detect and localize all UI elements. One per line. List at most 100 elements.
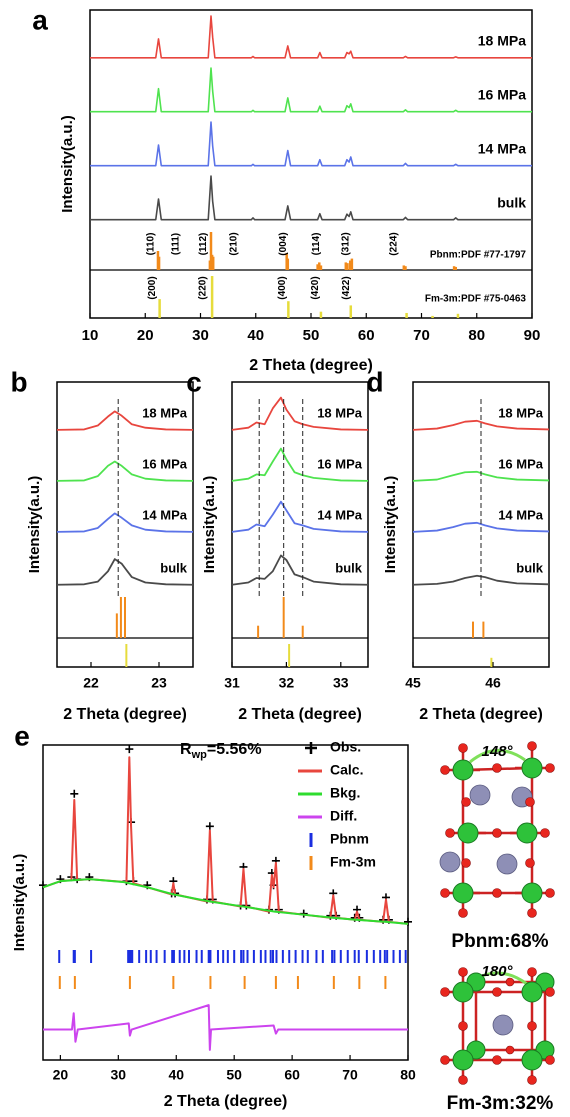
series-label: 18 MPa xyxy=(142,405,188,420)
hkl-label: (220) xyxy=(197,276,208,299)
structure-label: Fm-3m:32% xyxy=(447,1093,554,1114)
oxygens xyxy=(440,967,555,1085)
angle-arc xyxy=(469,749,526,764)
x-tick-label: 22 xyxy=(83,675,99,691)
annotation-rest: =5.56% xyxy=(207,741,262,758)
a-site xyxy=(492,1014,514,1036)
hkl-label: (004) xyxy=(278,232,289,255)
b-site xyxy=(457,822,479,844)
x-tick-label: 70 xyxy=(342,1067,358,1083)
pattern-line xyxy=(412,521,550,533)
pattern-line xyxy=(231,554,369,586)
x-tick-label: 20 xyxy=(53,1067,69,1083)
b-site xyxy=(452,981,474,1003)
hkl-label: (400) xyxy=(277,276,288,299)
pattern-line xyxy=(412,470,550,482)
y-axis-label: Intensity(a.u.) xyxy=(382,476,399,574)
hkl-label: (312) xyxy=(340,232,351,255)
panel-label: b xyxy=(10,366,27,397)
x-tick-label: 60 xyxy=(358,327,375,344)
x-tick-label: 30 xyxy=(192,327,209,344)
legend-label: Calc. xyxy=(330,762,363,778)
x-axis-label: 2 Theta (degree) xyxy=(164,1093,288,1110)
series-label: bulk xyxy=(516,560,543,575)
x-tick-label: 46 xyxy=(485,675,501,691)
pattern-line xyxy=(231,447,369,482)
plot-frame xyxy=(231,381,369,668)
hkl-label: (110) xyxy=(145,233,156,256)
x-tick-label: 30 xyxy=(111,1067,127,1083)
obs-point xyxy=(70,789,79,798)
angle-label: 180° xyxy=(481,963,513,980)
x-tick-label: 33 xyxy=(333,675,349,691)
hkl-label: (422) xyxy=(341,276,352,299)
series-label: 16 MPa xyxy=(498,456,544,471)
plot-frame xyxy=(56,381,194,668)
structure-label: Pbnm:68% xyxy=(451,931,548,952)
series-label: bulk xyxy=(335,560,362,575)
x-tick-label: 23 xyxy=(151,675,167,691)
series-label: 14 MPa xyxy=(317,507,363,522)
x-tick-label: 40 xyxy=(168,1067,184,1083)
x-tick-label: 50 xyxy=(226,1067,242,1083)
series-label: 16 MPa xyxy=(317,456,363,471)
pbnm-structure: 148° Pbnm:68% xyxy=(439,741,555,952)
annotation-main: R xyxy=(180,741,192,758)
series-label: 16 MPa xyxy=(142,456,188,471)
b-site xyxy=(452,759,474,781)
legend-symbol xyxy=(305,742,317,754)
x-tick-label: 50 xyxy=(303,327,320,344)
b-site xyxy=(521,981,543,1003)
plot-frame xyxy=(42,744,409,1061)
x-tick-label: 40 xyxy=(247,327,264,344)
reference-name: Fm-3m:PDF #75-0463 xyxy=(425,294,527,305)
b-site xyxy=(452,1049,474,1071)
y-axis-label: Intensity(a.u.) xyxy=(201,476,218,574)
pattern-line xyxy=(90,121,532,167)
series-label: bulk xyxy=(160,560,187,575)
x-tick-label: 80 xyxy=(400,1067,416,1083)
b-site xyxy=(521,757,543,779)
series-label: 14 MPa xyxy=(478,141,526,157)
hkl-label: (420) xyxy=(310,276,321,299)
hkl-label: (210) xyxy=(228,232,239,255)
x-tick-label: 10 xyxy=(82,327,99,344)
reference-name: Pbnm:PDF #77-1797 xyxy=(430,250,527,261)
hkl-label: (224) xyxy=(389,232,400,255)
x-axis-label: 2 Theta (degree) xyxy=(63,706,187,723)
pattern-line xyxy=(412,574,550,586)
hkl-label: (111) xyxy=(170,233,181,255)
plot-frame xyxy=(412,381,550,668)
oxygens xyxy=(440,741,555,918)
annotation-sub: wp xyxy=(191,749,208,761)
x-tick-label: 20 xyxy=(137,327,154,344)
pattern-line xyxy=(412,419,550,431)
a-site xyxy=(439,851,461,873)
series-label: 18 MPa xyxy=(498,405,544,420)
hkl-label: (114) xyxy=(311,233,322,256)
x-axis-label: 2 Theta (degree) xyxy=(238,706,362,723)
series-label: 18 MPa xyxy=(478,33,526,49)
x-tick-label: 70 xyxy=(413,327,430,344)
x-tick-label: 90 xyxy=(524,327,541,344)
annotation: Rwp=5.56% xyxy=(180,741,262,761)
b-site xyxy=(516,822,538,844)
a-site xyxy=(469,784,491,806)
obs-point xyxy=(39,881,47,890)
x-tick-label: 32 xyxy=(279,675,295,691)
series-label: 14 MPa xyxy=(498,507,544,522)
legend-label: Obs. xyxy=(330,739,361,755)
series-label: 14 MPa xyxy=(142,507,188,522)
b-site xyxy=(452,882,474,904)
fit-line xyxy=(43,1004,408,1051)
legend-label: Pbnm xyxy=(330,831,369,847)
x-tick-label: 45 xyxy=(405,675,421,691)
obs-point xyxy=(205,822,214,831)
pattern-line xyxy=(90,15,532,59)
hkl-label: (112) xyxy=(198,233,209,256)
angle-label: 148° xyxy=(481,743,513,760)
legend-label: Bkg. xyxy=(330,785,360,801)
pattern-line xyxy=(90,67,532,113)
b-site xyxy=(521,882,543,904)
pattern-line xyxy=(90,175,532,221)
